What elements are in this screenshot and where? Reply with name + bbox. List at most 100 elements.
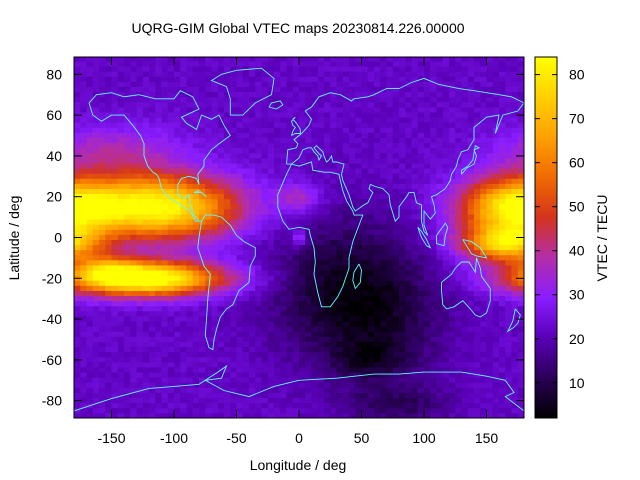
heatmap-cell [161,198,169,205]
heatmap-cell [136,341,144,348]
heatmap-cell [305,188,312,195]
heatmap-cell [499,137,506,144]
heatmap-cell [405,66,412,72]
heatmap-cell [361,157,369,164]
heatmap-cell [211,132,219,138]
heatmap-cell [286,208,294,215]
heatmap-cell [167,81,175,87]
heatmap-cell [511,127,519,133]
heatmap-cell [199,91,206,98]
heatmap-cell [355,407,362,414]
heatmap-cell [455,137,462,144]
heatmap-cell [155,122,162,128]
heatmap-cell [230,188,237,195]
heatmap-cell [142,249,150,256]
heatmap-cell [155,81,162,87]
heatmap-cell [424,270,431,276]
heatmap-cell [255,265,262,271]
heatmap-cell [211,219,219,225]
heatmap-cell [74,101,81,108]
heatmap-cell [230,157,237,164]
heatmap-cell [399,300,406,307]
heatmap-cell [374,81,381,87]
heatmap-cell [155,168,162,174]
heatmap-cell [374,367,381,373]
heatmap-cell [242,193,250,200]
heatmap-cell [374,397,381,404]
heatmap-cell [199,214,206,220]
heatmap-cell [355,219,362,225]
heatmap-cell [149,163,156,169]
heatmap-cell [186,331,194,337]
heatmap-cell [467,183,475,189]
heatmap-cell [499,265,506,271]
heatmap-cell [467,290,475,297]
heatmap-cell [261,305,269,312]
heatmap-cell [286,387,294,393]
heatmap-cell [336,285,344,291]
heatmap-cell [192,382,200,388]
heatmap-cell [349,382,356,388]
heatmap-cell [74,178,81,184]
heatmap-cell [380,321,387,327]
heatmap-cell [324,244,331,251]
heatmap-cell [142,229,150,235]
heatmap-cell [74,188,81,195]
heatmap-cell [155,193,162,200]
heatmap-cell [299,132,306,138]
chart-title: UQRG-GIM Global VTEC maps 20230814.226.0… [131,20,464,36]
heatmap-cell [142,117,150,123]
heatmap-cell [499,157,506,164]
heatmap-cell [80,193,87,200]
heatmap-cell [205,316,212,322]
heatmap-cell [261,203,269,210]
heatmap-cell [217,112,225,118]
heatmap-cell [242,244,250,251]
heatmap-cell [224,321,231,327]
heatmap-cell [230,193,237,200]
heatmap-cell [417,117,425,123]
heatmap-cell [92,147,100,154]
heatmap-cell [299,412,306,419]
heatmap-cell [467,147,475,154]
heatmap-cell [274,402,281,409]
heatmap-cell [449,127,456,133]
heatmap-cell [417,86,425,93]
heatmap-cell [299,280,306,286]
heatmap-cell [117,254,125,261]
heatmap-cell [292,183,300,189]
heatmap-cell [180,249,187,256]
heatmap-cell [474,300,481,307]
heatmap-cell [186,142,194,149]
heatmap-cell [155,326,162,332]
heatmap-cell [486,127,494,133]
heatmap-cell [80,142,87,149]
heatmap-cell [480,173,487,179]
heatmap-cell [286,367,294,373]
heatmap-cell [449,137,456,144]
heatmap-cell [399,66,406,72]
heatmap-cell [480,336,487,342]
heatmap-cell [274,254,281,261]
heatmap-cell [255,356,262,363]
heatmap-cell [255,81,262,87]
heatmap-cell [480,122,487,128]
heatmap-cell [442,127,450,133]
heatmap-cell [430,76,437,82]
heatmap-cell [424,259,431,266]
heatmap-cell [224,208,231,215]
heatmap-cell [330,168,337,174]
heatmap-cell [442,331,450,337]
heatmap-cell [174,86,181,93]
heatmap-cell [386,122,394,128]
heatmap-cell [242,305,250,312]
heatmap-cell [186,280,194,286]
heatmap-cell [336,229,344,235]
heatmap-cell [392,280,400,286]
heatmap-cell [105,407,112,414]
heatmap-cell [424,341,431,348]
heatmap-cell [149,91,156,98]
heatmap-cell [136,178,144,184]
heatmap-cell [124,66,131,72]
heatmap-cell [367,86,375,93]
